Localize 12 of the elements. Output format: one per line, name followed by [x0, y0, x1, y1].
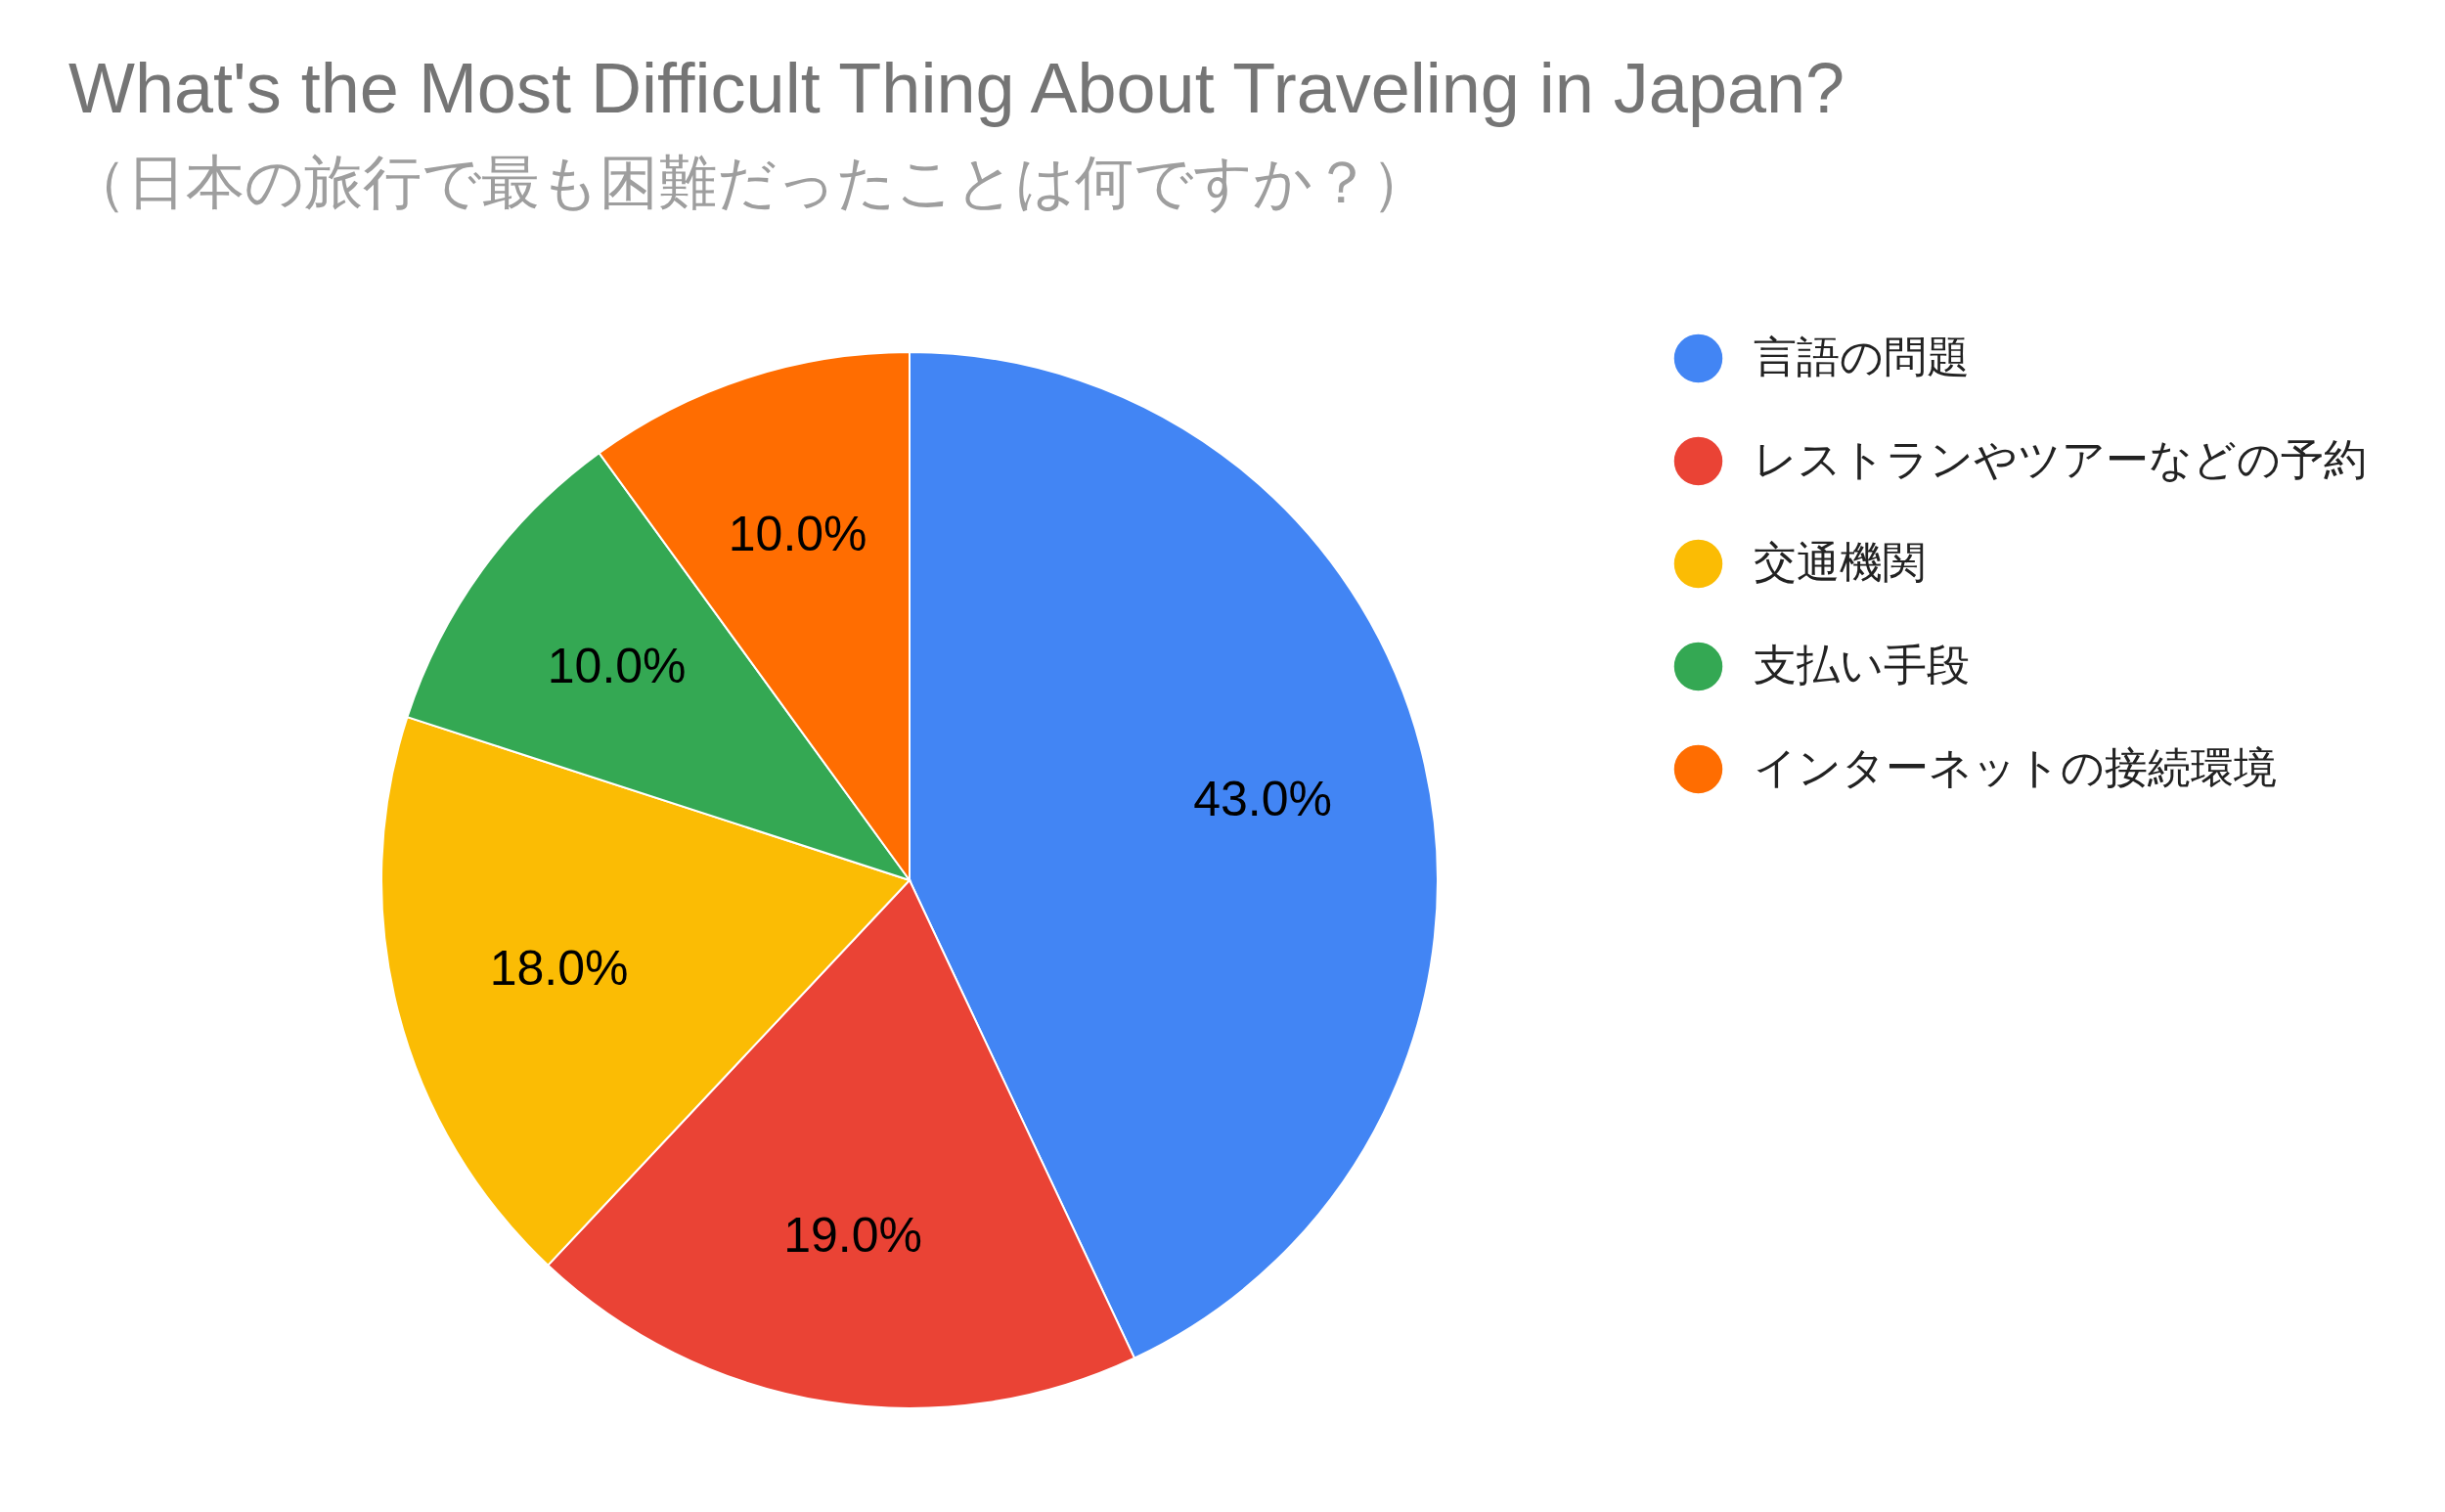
chart-subtitle: （日本の旅行で最も困難だったことは何ですか？）	[68, 150, 1430, 215]
data-label: 19.0%	[783, 1208, 923, 1264]
chart-title: What's the Most Difficult Thing About Traveling in Japan?	[68, 49, 1845, 127]
data-label: 43.0%	[1193, 772, 1332, 827]
data-label: 10.0%	[728, 507, 867, 562]
legend-label: 言語の問題	[1754, 332, 1970, 380]
legend-label: レストランやツアーなどの予約	[1754, 434, 2367, 483]
legend-label: 支払い手段	[1754, 640, 1970, 689]
legend-label: 交通機関	[1754, 537, 1926, 586]
legend-label: インターネットの接続環境	[1754, 742, 2277, 791]
data-label: 18.0%	[489, 941, 629, 997]
data-label: 10.0%	[547, 638, 687, 693]
